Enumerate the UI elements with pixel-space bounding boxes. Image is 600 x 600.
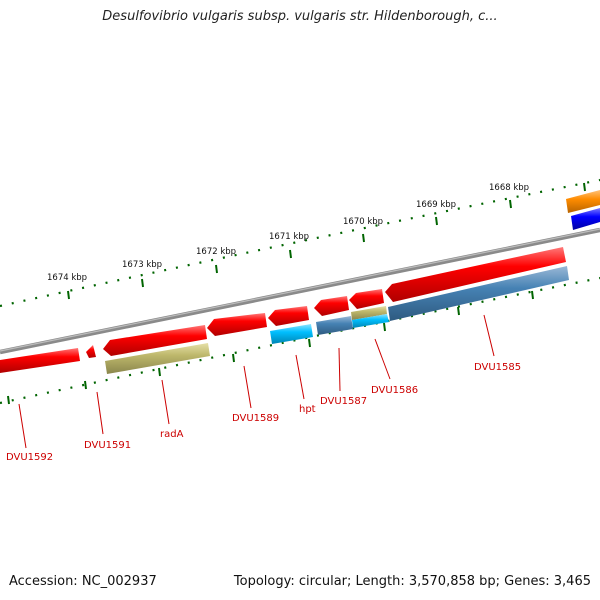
- gene-DVU1591: [86, 345, 96, 358]
- scale-label-1669: 1669 kbp: [416, 200, 456, 210]
- feature-hpt-bar: [270, 324, 313, 344]
- gene-DVU1592: [0, 348, 80, 373]
- gene-label-DVU1585[interactable]: DVU1585: [474, 362, 521, 373]
- scale-ticks-lower: [0, 276, 600, 405]
- feature-DVU1587-bar: [316, 316, 353, 335]
- scale-label-1674: 1674 kbp: [47, 273, 87, 283]
- gene-label-radA[interactable]: radA: [160, 429, 184, 440]
- feature-orange-bar: [566, 190, 600, 213]
- gene-label-DVU1592[interactable]: DVU1592: [6, 452, 53, 463]
- feature-track[interactable]: [105, 190, 600, 374]
- label-leaders: [18, 314, 495, 449]
- scale-label-1672: 1672 kbp: [196, 247, 236, 257]
- gene-radA: [103, 325, 207, 356]
- gene-label-DVU1587[interactable]: DVU1587: [320, 396, 367, 407]
- feature-DVU1585-bar: [388, 266, 569, 321]
- scale-label-1668: 1668 kbp: [489, 183, 529, 193]
- gene-label-DVU1586[interactable]: DVU1586: [371, 385, 418, 396]
- scale-label-1671: 1671 kbp: [269, 232, 309, 242]
- feature-radA-bar: [105, 343, 210, 374]
- gene-DVU1585: [385, 247, 566, 302]
- gene-hpt: [268, 306, 309, 326]
- feature-DVU1586-bar-top: [351, 306, 387, 320]
- feature-DVU1586-bar-bottom: [352, 314, 389, 328]
- accession-text: Accession: NC_002937: [9, 574, 157, 589]
- gene-DVU1586: [349, 289, 384, 309]
- map-title: Desulfovibrio vulgaris subsp. vulgaris s…: [102, 9, 498, 24]
- gene-DVU1587: [314, 296, 349, 316]
- topology-text: Topology: circular; Length: 3,570,858 bp…: [233, 574, 591, 589]
- gene-label-DVU1589[interactable]: DVU1589: [232, 413, 279, 424]
- gene-label-hpt[interactable]: hpt: [299, 404, 316, 415]
- scale-label-1670: 1670 kbp: [343, 217, 383, 227]
- scale-ticks-upper: [0, 178, 600, 308]
- gene-DVU1589: [207, 313, 267, 336]
- scale-label-1673: 1673 kbp: [122, 260, 162, 270]
- gene-label-DVU1591[interactable]: DVU1591: [84, 440, 131, 451]
- gene-track-red[interactable]: [0, 247, 566, 373]
- feature-blue-bar: [571, 208, 600, 230]
